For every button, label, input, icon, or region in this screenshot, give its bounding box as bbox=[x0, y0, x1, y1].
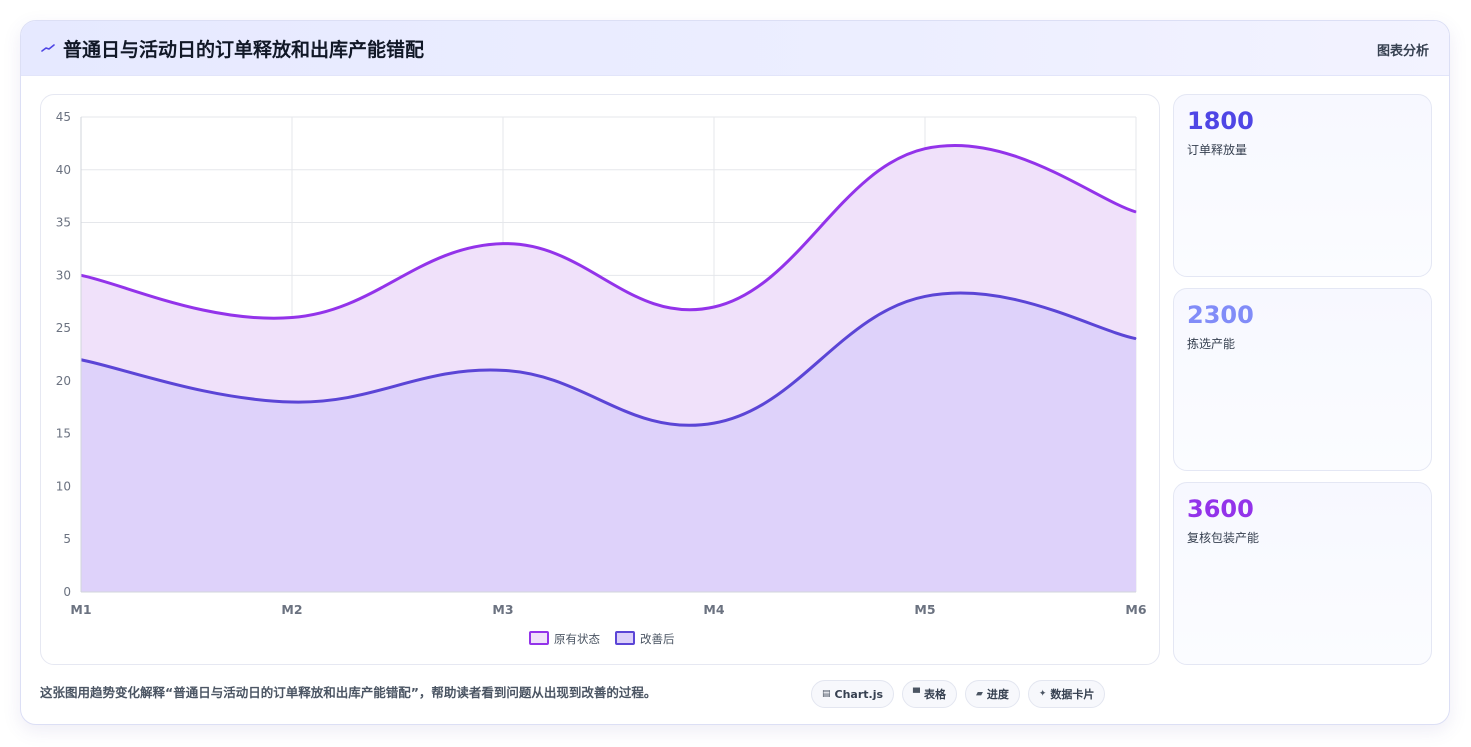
y-tick-label: 10 bbox=[56, 479, 71, 493]
x-tick-label: M3 bbox=[492, 602, 513, 617]
series-line-0 bbox=[80, 143, 1137, 320]
data-point bbox=[713, 306, 715, 308]
chip-data-card[interactable]: ✦ 数据卡片 bbox=[1027, 680, 1106, 708]
legend-label: 改善后 bbox=[640, 632, 675, 646]
x-tick-label: M5 bbox=[914, 602, 935, 617]
chip-progress[interactable]: ▰ 进度 bbox=[964, 680, 1020, 708]
area-chart: 0 5 10 15 20 25 30 35 40 45 M1 M2 M3 M4 M5 M6 原有状态 改善后 bbox=[56, 110, 1147, 646]
series-line-1 bbox=[80, 291, 1137, 427]
chip-label: 表格 bbox=[923, 688, 946, 701]
legend-label: 原有状态 bbox=[554, 632, 600, 646]
stat-label: 复核包装产能 bbox=[1187, 531, 1260, 545]
y-tick-label: 20 bbox=[56, 374, 71, 388]
data-point bbox=[924, 295, 926, 297]
stat-label: 订单释放量 bbox=[1187, 143, 1248, 157]
data-point bbox=[1135, 211, 1137, 213]
stat-value: 1800 bbox=[1187, 107, 1254, 135]
y-tick-label: 15 bbox=[56, 427, 71, 441]
chart-analysis-tag: 图表分析 bbox=[1376, 44, 1429, 59]
chart-description: 这张图用趋势变化解释“普通日与活动日的订单释放和出库产能错配”，帮助读者看到问题… bbox=[40, 685, 657, 700]
chip-label: 数据卡片 bbox=[1050, 688, 1095, 701]
page-title: 普通日与活动日的订单释放和出库产能错配 bbox=[63, 39, 425, 61]
legend-swatch bbox=[615, 631, 635, 645]
x-tick-label: M2 bbox=[281, 602, 302, 617]
data-point bbox=[713, 422, 715, 424]
legend-swatch bbox=[529, 631, 549, 645]
data-point bbox=[502, 369, 504, 371]
chip-label: 进度 bbox=[986, 688, 1009, 701]
stat-card-packing-capacity: 3600 复核包装产能 bbox=[1173, 482, 1432, 665]
x-tick-label: M6 bbox=[1125, 602, 1146, 617]
x-tick-label: M1 bbox=[70, 602, 91, 617]
series-area-1 bbox=[81, 293, 1136, 592]
card-header: 普通日与活动日的订单释放和出库产能错配 图表分析 bbox=[21, 21, 1449, 76]
chip-table[interactable]: ▀ 表格 bbox=[902, 680, 957, 708]
tag-chips: ▤ Chart.js ▀ 表格 ▰ 进度 ✦ 数据卡片 bbox=[811, 680, 1106, 708]
y-tick-label: 30 bbox=[56, 268, 71, 282]
data-point bbox=[1135, 338, 1137, 340]
card-icon: ✦ bbox=[1038, 689, 1047, 699]
data-point bbox=[291, 317, 293, 319]
y-tick-label: 0 bbox=[63, 585, 71, 599]
x-tick-label: M4 bbox=[703, 602, 724, 617]
y-tick-label: 45 bbox=[56, 110, 71, 124]
chart-panel: 0 5 10 15 20 25 30 35 40 45 M1 M2 M3 M4 M5 M6 原有状态 改善后 bbox=[40, 94, 1160, 665]
y-tick-label: 25 bbox=[56, 321, 71, 335]
progress-icon: ▰ bbox=[975, 689, 983, 699]
chip-label: Chart.js bbox=[834, 687, 884, 701]
y-tick-label: 35 bbox=[56, 216, 71, 230]
stat-card-picking-capacity: 2300 拣选产能 bbox=[1173, 288, 1432, 471]
data-point bbox=[924, 148, 926, 150]
chart-icon: ▤ bbox=[822, 689, 831, 699]
data-point bbox=[291, 401, 293, 403]
table-icon: ▀ bbox=[913, 689, 920, 699]
data-point bbox=[502, 243, 504, 245]
trend-line-icon bbox=[41, 44, 55, 52]
stat-value: 3600 bbox=[1187, 495, 1254, 523]
stat-label: 拣选产能 bbox=[1187, 337, 1236, 351]
chip-chartjs[interactable]: ▤ Chart.js bbox=[811, 680, 895, 708]
y-tick-label: 40 bbox=[56, 163, 71, 177]
y-tick-label: 5 bbox=[63, 532, 71, 546]
stat-value: 2300 bbox=[1187, 301, 1254, 329]
stat-card-order-release: 1800 订单释放量 bbox=[1173, 94, 1432, 277]
chart-card: 普通日与活动日的订单释放和出库产能错配 图表分析 0 5 10 15 20 25 30 35 4… bbox=[20, 20, 1450, 725]
